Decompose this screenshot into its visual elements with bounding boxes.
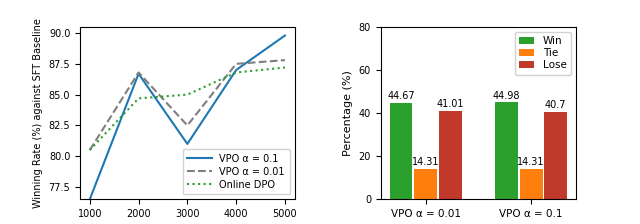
VPO α = 0.1 [281,34,289,37]
Y-axis label: Percentage (%): Percentage (%) [343,70,353,156]
Text: 14.31: 14.31 [517,157,545,167]
Text: 44.67: 44.67 [387,91,415,101]
Text: 41.01: 41.01 [436,99,464,109]
Online DPO [281,66,289,69]
VPO α = 0.1 [184,143,191,145]
Bar [495,102,518,199]
Bar [545,112,567,199]
Online DPO [184,93,191,96]
VPO α = 0.1 [86,198,93,201]
Bar [520,168,543,199]
VPO α = 0.1 [134,72,142,75]
Bar [414,168,437,199]
Text: 44.98: 44.98 [493,91,520,101]
Legend: VPO α = 0.1, VPO α = 0.01, Online DPO: VPO α = 0.1, VPO α = 0.01, Online DPO [182,149,290,194]
VPO α = 0.01 [134,71,142,74]
VPO α = 0.01 [86,149,93,151]
Y-axis label: Winning Rate (%) against SFT Baseline: Winning Rate (%) against SFT Baseline [33,18,43,208]
Legend: Win, Tie, Lose: Win, Tie, Lose [515,32,571,75]
VPO α = 0.01 [184,124,191,127]
Text: 14.31: 14.31 [412,157,440,167]
Bar [439,111,461,199]
VPO α = 0.01 [281,59,289,62]
Online DPO [232,71,240,74]
VPO α = 0.1 [232,69,240,71]
Bar [390,103,412,199]
VPO α = 0.01 [232,62,240,65]
Line: VPO α = 0.1: VPO α = 0.1 [90,36,285,199]
Text: 40.7: 40.7 [545,100,566,110]
Line: Online DPO: Online DPO [90,68,285,150]
Online DPO [86,149,93,151]
Line: VPO α = 0.01: VPO α = 0.01 [90,60,285,150]
Online DPO [134,97,142,100]
